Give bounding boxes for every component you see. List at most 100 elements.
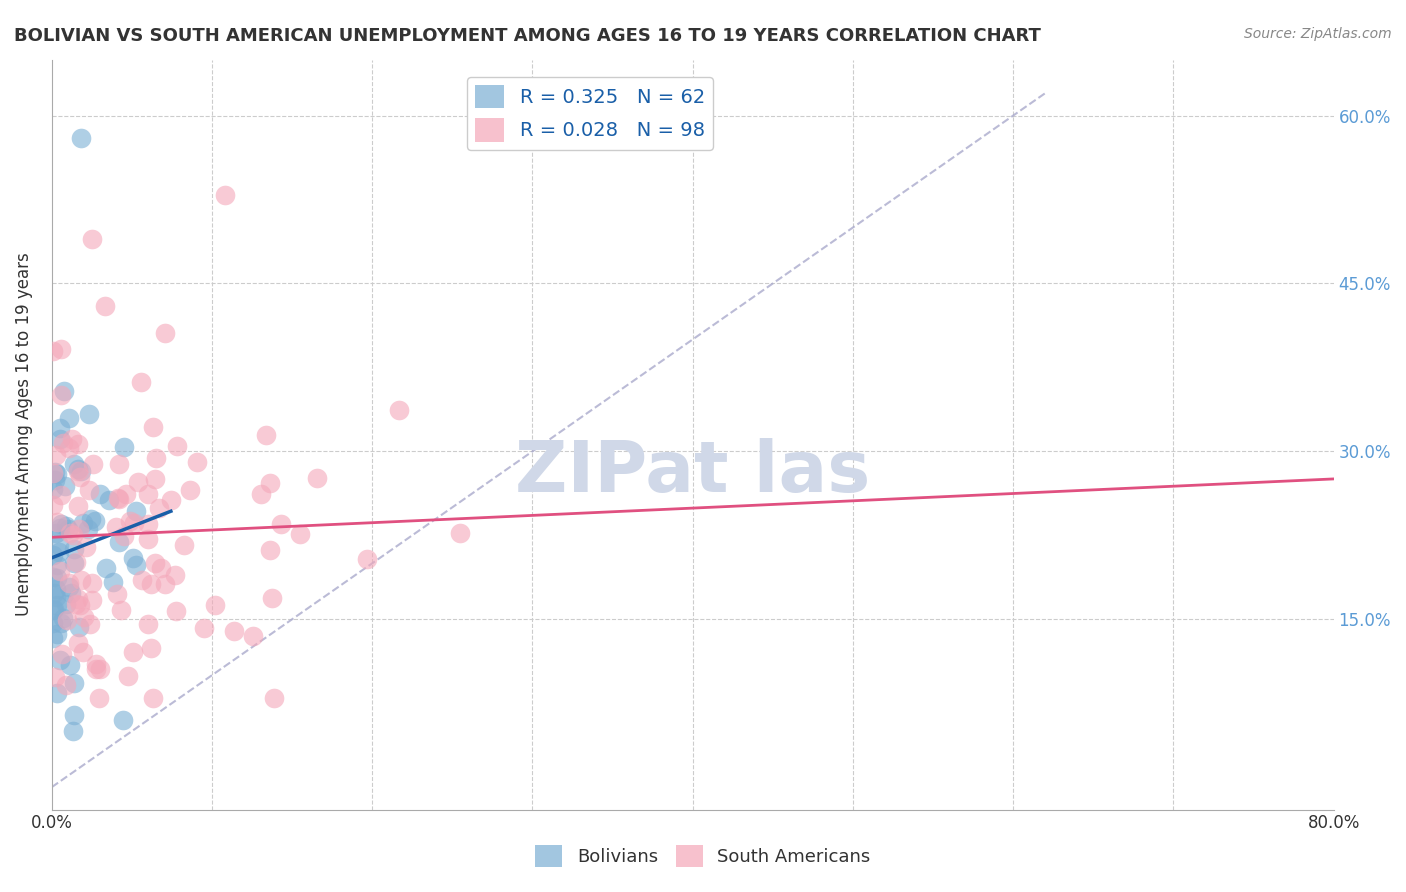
Point xyxy=(66,461,89,475)
Point xyxy=(114,487,136,501)
Point xyxy=(69,620,91,634)
Point xyxy=(67,500,90,514)
Point xyxy=(108,457,131,471)
Point xyxy=(131,574,153,588)
Point xyxy=(110,602,132,616)
Point xyxy=(52,384,75,398)
Point xyxy=(65,555,87,569)
Point xyxy=(62,527,84,541)
Point xyxy=(112,529,135,543)
Point xyxy=(42,631,65,645)
Point xyxy=(388,402,411,417)
Point xyxy=(142,419,165,434)
Point xyxy=(52,436,75,450)
Point xyxy=(107,491,129,505)
Point xyxy=(59,585,82,599)
Point xyxy=(222,624,245,639)
Point xyxy=(49,653,72,667)
Point xyxy=(250,487,273,501)
Point xyxy=(80,593,103,607)
Point xyxy=(75,540,97,554)
Point xyxy=(62,676,84,690)
Point xyxy=(59,526,82,541)
Point xyxy=(55,597,77,611)
Point xyxy=(112,713,135,727)
Point xyxy=(93,299,115,313)
Point xyxy=(69,470,91,484)
Point xyxy=(67,636,90,650)
Point xyxy=(69,598,91,612)
Point xyxy=(45,582,67,596)
Point xyxy=(193,621,215,635)
Point xyxy=(53,479,76,493)
Point xyxy=(49,564,72,578)
Point xyxy=(44,466,66,480)
Text: Source: ZipAtlas.com: Source: ZipAtlas.com xyxy=(1244,27,1392,41)
Point xyxy=(45,686,67,700)
Point xyxy=(73,609,96,624)
Point xyxy=(67,522,90,536)
Point xyxy=(259,475,281,490)
Point xyxy=(173,538,195,552)
Point xyxy=(58,576,80,591)
Point xyxy=(449,526,471,541)
Point xyxy=(55,519,77,533)
Point xyxy=(163,567,186,582)
Point xyxy=(145,450,167,465)
Point xyxy=(56,613,79,627)
Point xyxy=(145,472,167,486)
Point xyxy=(101,575,124,590)
Point xyxy=(112,440,135,454)
Point xyxy=(149,561,172,575)
Point xyxy=(254,428,277,442)
Point xyxy=(42,482,65,496)
Point xyxy=(263,690,285,705)
Legend: Bolivians, South Americans: Bolivians, South Americans xyxy=(529,838,877,874)
Point xyxy=(70,464,93,478)
Point xyxy=(46,467,69,482)
Point xyxy=(69,131,91,145)
Point xyxy=(108,492,131,507)
Legend: R = 0.325   N = 62, R = 0.028   N = 98: R = 0.325 N = 62, R = 0.028 N = 98 xyxy=(467,77,713,150)
Point xyxy=(42,343,65,358)
Point xyxy=(84,662,107,676)
Point xyxy=(148,501,170,516)
Point xyxy=(46,626,69,640)
Point xyxy=(141,576,163,591)
Point xyxy=(58,442,80,456)
Point xyxy=(49,433,72,447)
Point xyxy=(51,517,73,532)
Point xyxy=(42,603,65,617)
Point xyxy=(72,645,94,659)
Point xyxy=(80,232,103,246)
Point xyxy=(186,455,208,469)
Point xyxy=(179,483,201,497)
Point xyxy=(44,669,66,683)
Point xyxy=(121,551,143,566)
Point xyxy=(44,602,66,616)
Point xyxy=(84,657,107,671)
Point xyxy=(51,387,73,401)
Point xyxy=(98,492,121,507)
Point xyxy=(153,326,176,340)
Point xyxy=(48,538,70,552)
Point xyxy=(80,575,103,590)
Point xyxy=(105,519,128,533)
Point xyxy=(214,187,236,202)
Point xyxy=(49,521,72,535)
Point xyxy=(153,576,176,591)
Point xyxy=(124,516,146,530)
Point xyxy=(139,640,162,655)
Text: BOLIVIAN VS SOUTH AMERICAN UNEMPLOYMENT AMONG AGES 16 TO 19 YEARS CORRELATION CH: BOLIVIAN VS SOUTH AMERICAN UNEMPLOYMENT … xyxy=(14,27,1040,45)
Point xyxy=(44,474,66,488)
Point xyxy=(59,658,82,673)
Point xyxy=(42,466,65,480)
Point xyxy=(242,629,264,643)
Point xyxy=(136,487,159,501)
Point xyxy=(42,498,65,512)
Point xyxy=(62,707,84,722)
Point xyxy=(166,439,188,453)
Point xyxy=(42,570,65,584)
Point xyxy=(70,573,93,587)
Point xyxy=(63,556,86,570)
